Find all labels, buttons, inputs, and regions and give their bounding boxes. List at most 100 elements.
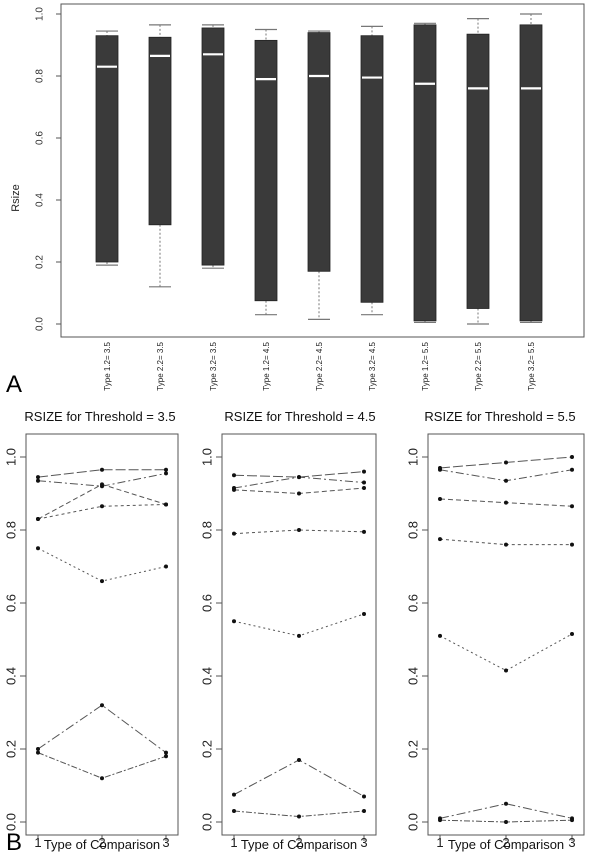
box [95, 35, 119, 263]
category-label: Type 3.2= 4.5 [368, 341, 377, 390]
x-tick-label: 1 [34, 835, 41, 850]
data-point [362, 794, 366, 799]
data-point [164, 564, 168, 569]
data-point [438, 467, 442, 472]
y-tick-label: 0.6 [4, 594, 19, 612]
y-tick-label: 0.0 [4, 813, 19, 831]
category-label: Type 2.2= 4.5 [315, 341, 324, 390]
x-axis-label: Type of Comparison [241, 837, 357, 852]
data-point [232, 531, 236, 536]
category-label: Type 2.2= 5.5 [474, 341, 483, 390]
data-point [362, 469, 366, 474]
data-point [504, 542, 508, 547]
x-axis-label: Type of Comparison [448, 837, 564, 852]
x-tick-label: 2 [98, 835, 105, 850]
data-point [570, 504, 574, 509]
data-point [36, 750, 40, 755]
data-point [164, 467, 168, 472]
category-label: Type 1.2= 5.5 [421, 341, 430, 390]
data-point [570, 542, 574, 547]
data-point [100, 482, 104, 487]
data-point [36, 747, 40, 751]
category-label: Type 1.2= 3.5 [103, 341, 112, 390]
data-point [297, 528, 301, 532]
data-point [36, 475, 40, 480]
data-point [164, 471, 168, 476]
y-tick-label: 1.0 [4, 448, 19, 466]
series-line [37, 547, 167, 582]
box [413, 24, 437, 322]
x-axis-label: Type of Comparison [44, 837, 160, 852]
box [360, 35, 384, 303]
x-tick-label: 1 [230, 835, 237, 850]
y-tick-label: 0.2 [35, 255, 46, 269]
x-tick-label: 2 [295, 835, 302, 850]
y-tick-label: 0.4 [35, 193, 46, 207]
series-line [37, 469, 166, 478]
data-point [570, 818, 574, 823]
y-tick-label: 0.0 [35, 317, 46, 331]
box [201, 27, 225, 266]
data-point [297, 491, 301, 496]
data-point [232, 792, 236, 797]
x-tick-label: 1 [436, 835, 443, 850]
category-label: Type 1.2= 4.5 [262, 341, 271, 390]
panel-a-label: A [6, 371, 22, 398]
data-point [504, 478, 508, 483]
y-tick-label: 0.8 [35, 69, 46, 83]
box [466, 33, 490, 309]
y-tick-label: 0.4 [200, 667, 215, 685]
y-tick-label: 0.4 [406, 667, 421, 685]
data-point [570, 632, 574, 637]
box-plot-frame [60, 3, 585, 338]
series-line [233, 613, 365, 637]
data-point [297, 633, 301, 638]
data-point [36, 546, 40, 551]
y-tick-label: 0.2 [406, 740, 421, 758]
data-point [362, 480, 366, 485]
panel-frame [427, 433, 585, 836]
data-point [232, 487, 236, 492]
y-tick-label: 1.0 [406, 448, 421, 466]
data-point [504, 820, 508, 824]
y-tick-label: 0.8 [200, 521, 215, 539]
series-line [233, 529, 365, 535]
data-point [100, 504, 104, 509]
data-point [232, 473, 236, 478]
x-tick-label: 2 [502, 835, 509, 850]
data-point [438, 633, 442, 638]
data-point [100, 467, 104, 472]
y-tick-label: 1.0 [200, 448, 215, 466]
y-tick-label: 0.8 [4, 521, 19, 539]
y-tick-label: 0.2 [4, 740, 19, 758]
data-point [362, 486, 366, 491]
x-tick-label: 3 [568, 835, 575, 850]
data-point [100, 703, 104, 708]
series-line [37, 752, 167, 779]
data-point [36, 517, 40, 522]
y-tick-label: 1.0 [35, 7, 46, 21]
chart-title: RSIZE for Threshold = 4.5 [224, 409, 375, 424]
data-point [362, 809, 366, 814]
y-tick-label: 0.2 [200, 740, 215, 758]
y-tick-label: 0.0 [200, 813, 215, 831]
data-point [504, 668, 508, 673]
series-line [439, 803, 573, 819]
series-line [439, 633, 573, 672]
y-tick-label: 0.6 [35, 131, 46, 145]
x-tick-label: 3 [162, 835, 169, 850]
y-tick-label: 0.6 [406, 594, 421, 612]
panel-frame [25, 433, 179, 836]
data-point [570, 455, 574, 459]
data-point [232, 619, 236, 624]
y-axis-label: Rsize [10, 184, 22, 212]
data-point [36, 478, 40, 483]
data-point [504, 500, 508, 505]
data-point [164, 502, 168, 507]
series-line [37, 483, 167, 520]
data-point [164, 750, 168, 755]
data-point [362, 611, 366, 616]
y-tick-label: 0.6 [200, 594, 215, 612]
data-point [100, 776, 104, 781]
data-point [504, 801, 508, 806]
